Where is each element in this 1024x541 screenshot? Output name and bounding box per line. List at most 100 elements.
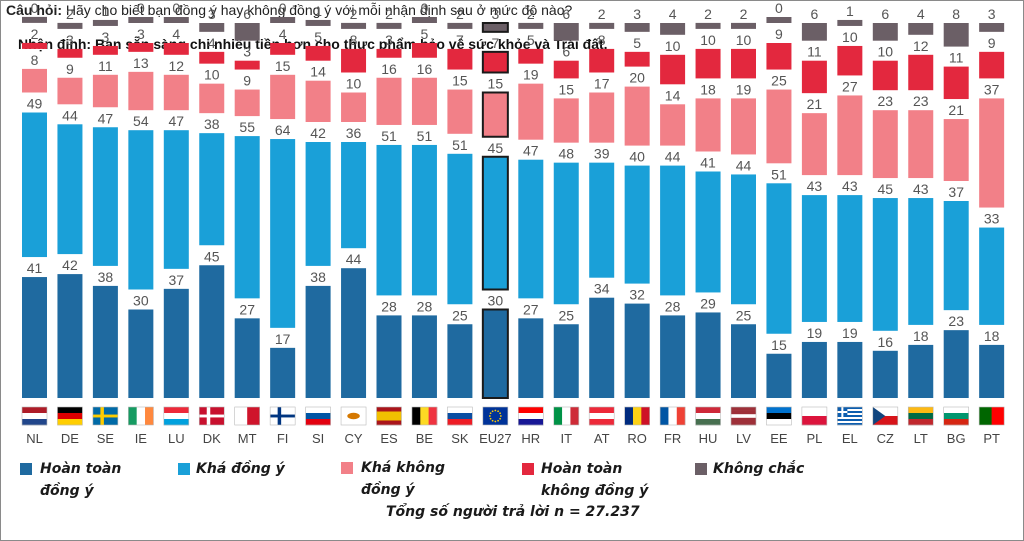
bar-segment xyxy=(128,130,154,290)
category-label: HU xyxy=(699,431,718,446)
bar-segment xyxy=(57,274,83,398)
bar-segment xyxy=(943,201,969,311)
data-label: 40 xyxy=(629,149,645,165)
bar-segment xyxy=(22,16,47,23)
bar-segment xyxy=(447,324,473,398)
bar-segment xyxy=(837,19,863,26)
bar-segment xyxy=(57,124,83,255)
bar-segment xyxy=(872,60,898,91)
bar-segment xyxy=(341,92,367,122)
flag-icon xyxy=(837,406,863,426)
bar-segment xyxy=(341,142,367,249)
flag-icon xyxy=(198,406,225,426)
bar-segment xyxy=(766,183,792,334)
bar-segment xyxy=(128,43,154,52)
data-label: 16 xyxy=(878,334,894,350)
flag-icon xyxy=(234,406,260,426)
category-label: CZ xyxy=(877,431,894,446)
data-label: 19 xyxy=(523,67,539,83)
flag-icon xyxy=(624,406,650,426)
data-label: 19 xyxy=(807,325,823,341)
total-respondents: Tổng số người trả lời n = 27.237 xyxy=(386,504,640,520)
bar-segment xyxy=(92,74,118,108)
data-label: 2 xyxy=(598,6,606,22)
data-label: 17 xyxy=(594,76,610,92)
data-label: 0 xyxy=(421,0,429,16)
bar-segment xyxy=(128,17,154,23)
data-label: 55 xyxy=(239,119,255,135)
category-label: EU27 xyxy=(479,431,512,446)
bar-segment xyxy=(57,22,83,29)
bar-segment xyxy=(92,127,118,266)
data-label: 51 xyxy=(417,128,433,144)
data-label: 19 xyxy=(736,81,752,97)
bar-segment xyxy=(943,66,969,100)
bar-segment xyxy=(234,23,260,41)
data-label: 2 xyxy=(31,26,39,42)
data-label: 21 xyxy=(807,96,823,112)
data-label: 47 xyxy=(169,113,185,129)
flag-icon xyxy=(128,406,154,426)
data-label: 41 xyxy=(700,155,716,171)
data-label: 1 xyxy=(102,3,110,19)
bar-segment xyxy=(57,77,83,105)
category-label: PT xyxy=(983,431,1000,446)
bar-segment xyxy=(589,297,615,398)
bar-segment xyxy=(908,54,934,91)
bar-segment xyxy=(553,60,579,79)
data-label: 5 xyxy=(527,32,535,48)
data-label: 5 xyxy=(633,35,641,51)
bar-segment xyxy=(872,198,898,331)
bar-segment xyxy=(695,171,721,293)
data-label: 4 xyxy=(208,35,216,51)
flag-icon xyxy=(57,406,83,426)
data-label: 3 xyxy=(491,6,499,22)
data-label: 41 xyxy=(27,260,43,276)
legend-label: Khá không đồng ý xyxy=(361,460,446,498)
flag-icon xyxy=(517,406,544,426)
question-label: Câu hỏi: xyxy=(6,2,62,18)
bar-segment xyxy=(589,162,615,278)
category-label: LV xyxy=(736,431,751,446)
data-label: 8 xyxy=(598,32,606,48)
bar-segment xyxy=(766,353,792,398)
bar-segment xyxy=(553,162,579,305)
bar-segment xyxy=(128,71,154,111)
bar-segment xyxy=(979,98,1005,208)
data-label: 6 xyxy=(811,6,819,22)
bar-segment xyxy=(305,80,331,122)
bar-segment xyxy=(872,110,898,179)
data-label: 38 xyxy=(98,269,114,285)
bar-segment xyxy=(837,95,863,176)
data-label: 51 xyxy=(771,166,787,182)
bar-segment xyxy=(199,23,225,32)
data-label: 36 xyxy=(346,125,362,141)
data-label: 23 xyxy=(878,93,894,109)
data-label: 38 xyxy=(310,269,326,285)
bar-segment xyxy=(341,268,367,398)
flag-icon xyxy=(269,406,296,426)
data-label: 29 xyxy=(700,295,716,311)
data-label: 10 xyxy=(204,67,220,83)
bar-segment xyxy=(589,22,615,29)
bar-segment xyxy=(163,74,189,111)
bar-segment xyxy=(481,22,509,33)
bar-segment xyxy=(411,315,437,398)
flag-icon xyxy=(978,406,1005,426)
bar-segment xyxy=(908,110,934,179)
data-label: 9 xyxy=(66,61,74,77)
data-label: 27 xyxy=(523,301,539,317)
data-label: 28 xyxy=(417,298,433,314)
flag-icon xyxy=(659,406,686,426)
data-label: 25 xyxy=(452,307,468,323)
legend-label: Hoàn toàn đồng ý xyxy=(40,461,122,499)
flag-icon xyxy=(588,406,615,426)
category-label: AT xyxy=(594,431,610,446)
bar-segment xyxy=(624,303,650,398)
flag-icon xyxy=(21,406,48,426)
bar-segment xyxy=(481,50,509,74)
category-label: BE xyxy=(416,431,434,446)
bar-segment xyxy=(270,43,296,55)
bar-segment xyxy=(22,277,47,398)
data-label: 37 xyxy=(948,184,964,200)
